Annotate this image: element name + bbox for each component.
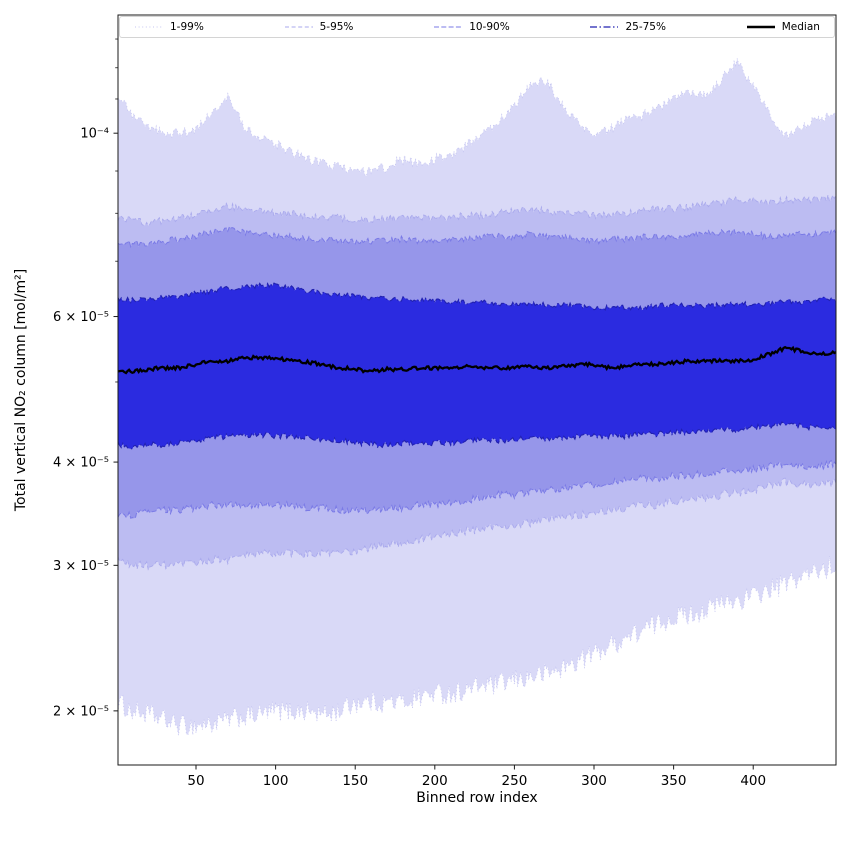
legend-line-sample-icon xyxy=(434,26,463,28)
y-tick-label: 2 × 10⁻⁵ xyxy=(53,704,109,719)
axes-frame xyxy=(117,14,837,766)
legend: 1-99% 5-95% 10-90% 25-75% Median xyxy=(119,16,835,38)
legend-item: 5-95% xyxy=(284,20,354,33)
x-tick-label: 250 xyxy=(502,773,528,789)
percentile-line-p25 xyxy=(117,421,836,450)
x-tick-label: 200 xyxy=(422,773,448,789)
legend-item-label: Median xyxy=(781,20,820,33)
median-line xyxy=(117,345,837,375)
legend-item-label: 25-75% xyxy=(625,20,666,33)
percentile-line-p10 xyxy=(117,459,837,519)
y-tick-label: 3 × 10⁻⁵ xyxy=(53,559,109,574)
x-tick-label: 300 xyxy=(581,773,607,789)
y-ticks: 10⁻⁴ 6 × 10⁻⁵ 4 × 10⁻⁵ 3 × 10⁻⁵ 2 × 10⁻⁵ xyxy=(53,38,118,719)
y-tick-label: 6 × 10⁻⁵ xyxy=(53,310,109,325)
legend-line-sample-icon xyxy=(590,26,619,28)
percentile-line-p95 xyxy=(117,194,837,227)
legend-item: Median xyxy=(746,22,820,33)
legend-item-label: 1-99% xyxy=(170,20,204,33)
percentile-line-p99 xyxy=(117,58,837,177)
x-tick-label: 400 xyxy=(740,773,766,789)
legend-item: 10-90% xyxy=(433,22,510,33)
edges-layer xyxy=(117,58,837,736)
x-tick-label: 150 xyxy=(342,773,368,789)
legend-item: 1-99% xyxy=(134,22,204,33)
x-tick-label: 50 xyxy=(187,773,204,789)
y-axis-label: Total vertical NO₂ column [mol/m²] xyxy=(13,268,29,512)
legend-item-label: 5-95% xyxy=(319,20,354,33)
legend-line-sample-icon xyxy=(135,26,163,28)
x-ticks: 50 100 150 200 250 300 350 400 xyxy=(187,765,766,789)
x-axis-label: Binned row index xyxy=(416,790,538,806)
bands-layer xyxy=(118,58,836,736)
percentile-line-p75 xyxy=(117,282,837,311)
percentile-line-p90 xyxy=(117,225,837,249)
legend-item: 25-75% xyxy=(589,22,666,33)
x-tick-label: 100 xyxy=(263,773,289,789)
y-tick-label: 10⁻⁴ xyxy=(80,127,109,142)
x-tick-label: 350 xyxy=(661,773,687,789)
y-tick-label: 4 × 10⁻⁵ xyxy=(53,456,109,471)
legend-line-sample-icon xyxy=(284,26,313,28)
percentile-line-p1 xyxy=(117,555,837,736)
legend-item-label: 10-90% xyxy=(469,20,510,33)
legend-line-sample-icon xyxy=(746,25,775,29)
